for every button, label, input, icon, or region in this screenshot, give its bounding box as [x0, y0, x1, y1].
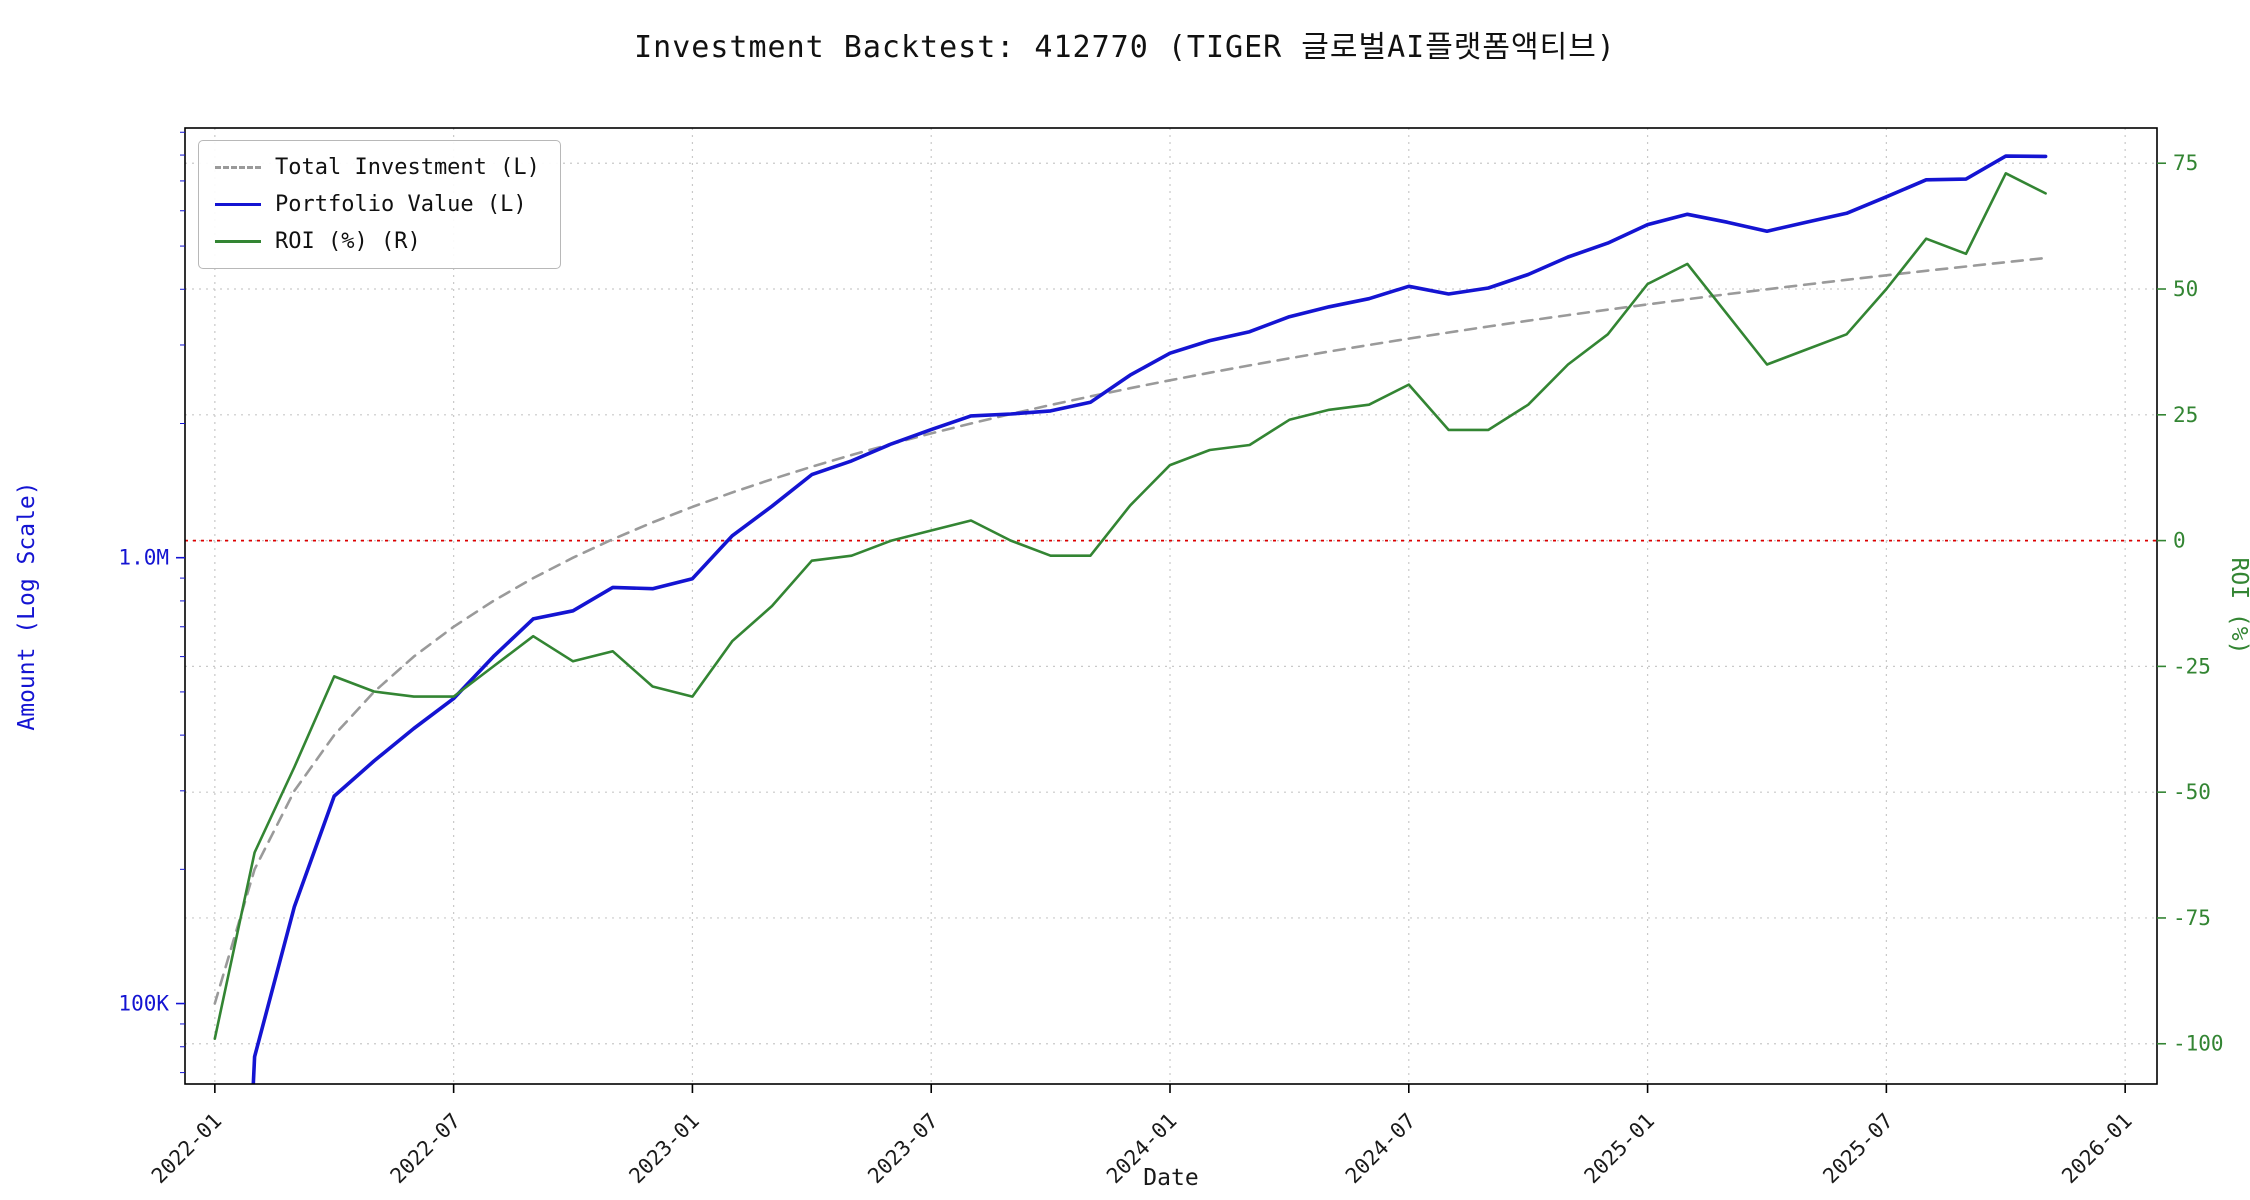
total-investment-line	[213, 256, 2047, 1005]
y-right-tick-label: 0	[2173, 529, 2186, 553]
y-right-axis-label: ROI (%)	[2226, 558, 2250, 655]
legend-swatch-solid-line	[215, 203, 261, 206]
x-tick-label: 2026-01	[2057, 1109, 2137, 1189]
roi-line	[213, 172, 2047, 1040]
plot-frame	[184, 127, 2158, 1085]
chart-legend: Total Investment (L) Portfolio Value (L)…	[198, 140, 561, 269]
legend-swatch-solid-line	[215, 240, 261, 243]
legend-label: Total Investment (L)	[275, 155, 540, 180]
y-left-tick-label: 1.0M	[118, 546, 169, 570]
x-axis-label: Date	[1143, 1165, 1198, 1191]
legend-swatch-dashed-line	[215, 166, 261, 169]
y-right-tick-label: 25	[2173, 403, 2198, 427]
x-tick-label: 2025-07	[1818, 1109, 1898, 1189]
legend-label: ROI (%) (R)	[275, 229, 421, 254]
y-left-axis-label: Amount (Log Scale)	[14, 481, 40, 730]
legend-item-total-investment: Total Investment (L)	[215, 155, 540, 180]
legend-item-roi: ROI (%) (R)	[215, 229, 540, 254]
y-right-tick-label: -25	[2173, 654, 2211, 678]
y-left-tick-label: 100K	[118, 992, 169, 1016]
portfolio-value-line	[251, 154, 2048, 1084]
x-tick-label: 2024-07	[1341, 1109, 1421, 1189]
chart-title: Investment Backtest: 412770 (TIGER 글로벌AI…	[634, 30, 1616, 65]
x-tick-label: 2022-07	[386, 1109, 466, 1189]
x-tick-label: 2023-07	[863, 1109, 943, 1189]
x-tick-label: 2022-01	[147, 1109, 227, 1189]
y-right-tick-label: 75	[2173, 151, 2198, 175]
y-right-tick-label: 50	[2173, 277, 2198, 301]
legend-item-portfolio-value: Portfolio Value (L)	[215, 192, 540, 217]
legend-label: Portfolio Value (L)	[275, 192, 527, 217]
x-tick-label: 2025-01	[1580, 1109, 1660, 1189]
x-tick-label: 2023-01	[624, 1109, 704, 1189]
y-right-tick-label: -100	[2173, 1032, 2224, 1056]
y-right-tick-label: -75	[2173, 906, 2211, 930]
y-right-tick-label: -50	[2173, 780, 2211, 804]
